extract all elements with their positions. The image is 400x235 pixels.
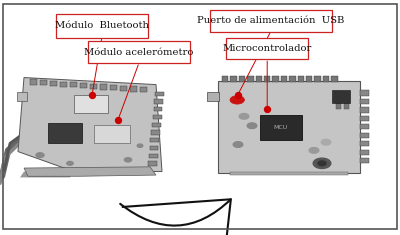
FancyBboxPatch shape (360, 107, 369, 113)
Polygon shape (24, 167, 156, 176)
FancyBboxPatch shape (130, 86, 137, 92)
FancyBboxPatch shape (88, 41, 190, 63)
FancyBboxPatch shape (298, 76, 304, 82)
FancyBboxPatch shape (239, 76, 245, 82)
FancyBboxPatch shape (74, 95, 108, 113)
FancyBboxPatch shape (148, 161, 157, 166)
FancyBboxPatch shape (151, 130, 160, 135)
FancyBboxPatch shape (360, 124, 369, 129)
FancyBboxPatch shape (360, 141, 369, 146)
FancyBboxPatch shape (331, 76, 338, 82)
FancyBboxPatch shape (360, 133, 369, 138)
FancyBboxPatch shape (314, 76, 321, 82)
FancyBboxPatch shape (153, 115, 162, 119)
FancyBboxPatch shape (154, 107, 162, 111)
FancyBboxPatch shape (360, 90, 369, 96)
Point (89, 93, 95, 97)
Circle shape (36, 153, 44, 157)
FancyBboxPatch shape (323, 76, 329, 82)
FancyBboxPatch shape (94, 125, 130, 143)
Point (115, 118, 121, 122)
FancyBboxPatch shape (289, 76, 296, 82)
Text: MCU: MCU (274, 125, 288, 130)
FancyBboxPatch shape (70, 82, 77, 87)
FancyBboxPatch shape (120, 86, 127, 91)
FancyBboxPatch shape (264, 76, 270, 82)
FancyBboxPatch shape (80, 83, 87, 88)
FancyBboxPatch shape (100, 84, 107, 90)
FancyBboxPatch shape (272, 76, 279, 82)
FancyBboxPatch shape (344, 101, 349, 109)
FancyBboxPatch shape (150, 146, 158, 150)
FancyBboxPatch shape (50, 81, 57, 86)
Circle shape (313, 158, 331, 168)
FancyBboxPatch shape (150, 138, 159, 142)
Circle shape (318, 161, 326, 166)
Circle shape (137, 144, 143, 147)
FancyBboxPatch shape (256, 76, 262, 82)
Text: Puerto de alimentación  USB: Puerto de alimentación USB (197, 16, 345, 25)
FancyBboxPatch shape (332, 90, 350, 103)
Circle shape (309, 148, 319, 153)
FancyBboxPatch shape (155, 92, 164, 96)
FancyBboxPatch shape (281, 76, 287, 82)
FancyBboxPatch shape (222, 76, 228, 82)
FancyBboxPatch shape (140, 87, 147, 92)
FancyBboxPatch shape (56, 14, 148, 38)
Circle shape (321, 139, 331, 145)
Point (264, 107, 270, 111)
Text: Microcontrolador: Microcontrolador (222, 44, 312, 53)
FancyBboxPatch shape (17, 92, 27, 101)
FancyBboxPatch shape (210, 10, 332, 32)
Circle shape (124, 158, 132, 162)
FancyBboxPatch shape (360, 150, 369, 155)
FancyBboxPatch shape (260, 115, 302, 140)
FancyBboxPatch shape (360, 116, 369, 121)
FancyBboxPatch shape (230, 172, 348, 175)
Polygon shape (20, 172, 74, 177)
FancyBboxPatch shape (226, 38, 308, 59)
Circle shape (239, 114, 249, 119)
FancyBboxPatch shape (336, 101, 341, 109)
Circle shape (247, 123, 257, 129)
Polygon shape (18, 78, 162, 172)
Point (234, 93, 241, 97)
FancyBboxPatch shape (30, 79, 37, 85)
FancyBboxPatch shape (48, 123, 82, 143)
FancyBboxPatch shape (60, 82, 67, 87)
FancyBboxPatch shape (247, 76, 254, 82)
FancyBboxPatch shape (40, 80, 47, 85)
FancyBboxPatch shape (154, 99, 163, 104)
Text: Módulo  Bluetooth: Módulo Bluetooth (55, 21, 149, 30)
Text: Módulo acelerómetro: Módulo acelerómetro (84, 48, 194, 57)
FancyBboxPatch shape (218, 81, 360, 173)
FancyBboxPatch shape (207, 92, 219, 101)
FancyBboxPatch shape (306, 76, 312, 82)
FancyBboxPatch shape (110, 85, 117, 90)
Circle shape (230, 96, 244, 104)
Circle shape (233, 142, 243, 147)
FancyBboxPatch shape (360, 158, 369, 163)
FancyBboxPatch shape (230, 76, 237, 82)
FancyBboxPatch shape (152, 123, 161, 127)
FancyBboxPatch shape (360, 99, 369, 104)
FancyArrowPatch shape (120, 199, 231, 235)
FancyBboxPatch shape (90, 84, 97, 89)
Circle shape (67, 161, 73, 165)
FancyBboxPatch shape (149, 154, 158, 158)
